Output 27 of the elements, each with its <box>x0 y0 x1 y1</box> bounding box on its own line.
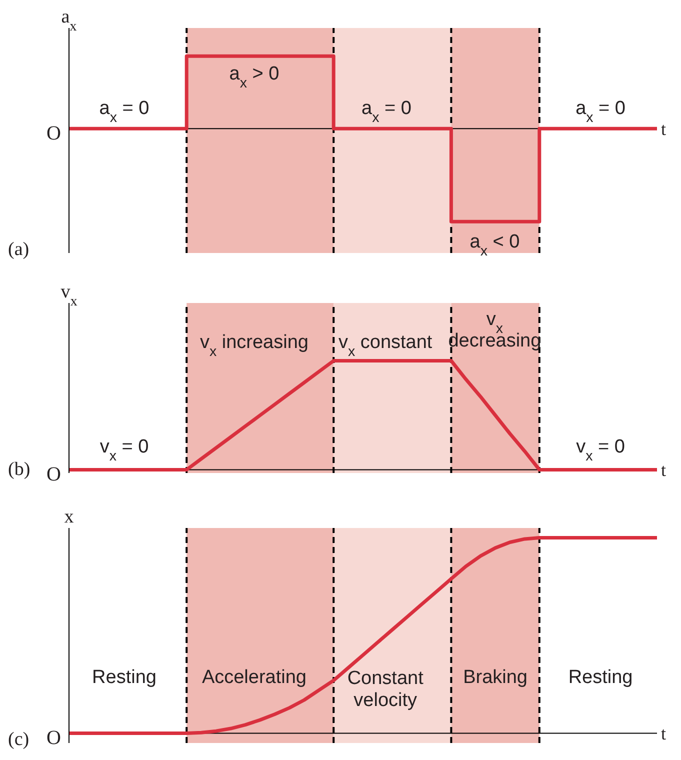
x-axis-title: t <box>661 460 666 480</box>
annotation: Constant velocity <box>347 668 424 711</box>
text: O <box>46 464 61 486</box>
text: v$_{x}$ constant <box>338 332 433 360</box>
text: O <box>46 727 61 750</box>
y-axis-title: a$_{x}$ <box>61 6 77 35</box>
annotation: Braking <box>463 667 528 688</box>
annotation: v$_{x}$ = 0 <box>576 436 625 464</box>
annotation: a$_{x}$ > 0 <box>229 64 280 92</box>
annotation: Resting <box>92 667 156 688</box>
y-axis-title: x <box>64 506 74 528</box>
x-axis-title: t <box>661 118 666 139</box>
annotation: v$_{x}$ = 0 <box>100 436 149 464</box>
text: v$_{x}$ increasing <box>200 332 308 360</box>
text: (b) <box>8 459 30 481</box>
text: a$_{x}$ < 0 <box>470 232 520 260</box>
annotation: a$_{x}$ = 0 <box>99 98 150 126</box>
annotation: Accelerating <box>202 667 306 688</box>
text: (c) <box>8 729 30 751</box>
annotation: Resting <box>568 667 633 688</box>
text: O <box>46 122 61 145</box>
annotation: a$_{x}$ = 0 <box>576 98 626 126</box>
y-axis-title: v$_{x}$ <box>60 282 78 310</box>
annotation: a$_{x}$ = 0 <box>362 98 412 126</box>
x-axis-title: t <box>661 724 666 744</box>
text: (a) <box>8 239 30 261</box>
text: v$_{x}$ decreasing <box>448 308 542 352</box>
